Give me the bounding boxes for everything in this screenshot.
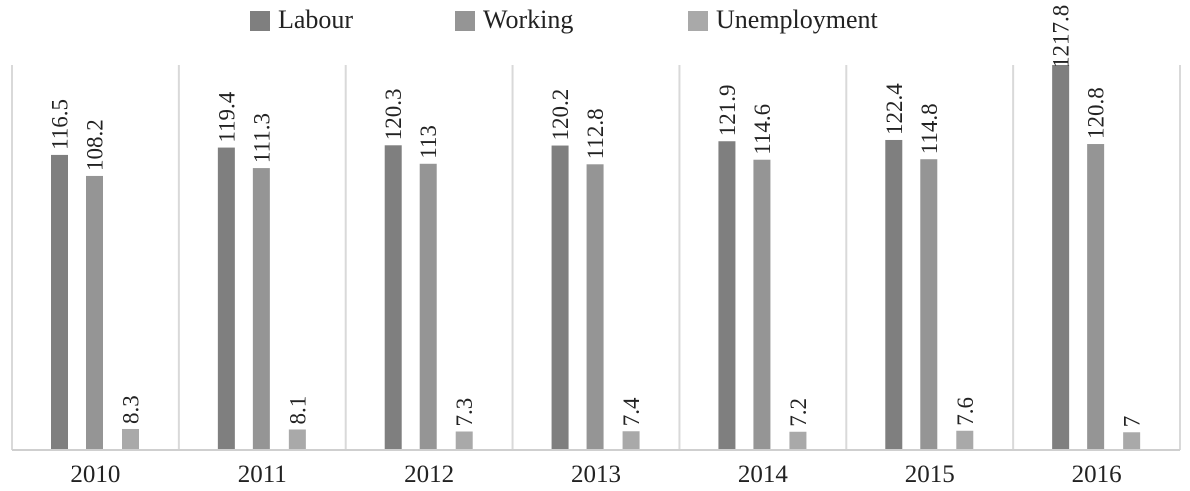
legend-label: Labour xyxy=(278,5,353,34)
bar xyxy=(86,175,103,450)
data-label: 7.6 xyxy=(953,397,978,426)
data-label: 7.4 xyxy=(619,397,644,426)
legend-swatch xyxy=(688,11,708,31)
bar xyxy=(885,139,903,450)
data-label: 7.2 xyxy=(786,398,811,427)
bar xyxy=(1052,65,1070,450)
data-label: 7.3 xyxy=(452,398,477,427)
legend-swatch xyxy=(455,11,475,31)
data-label: 119.4 xyxy=(214,91,239,142)
x-tick-label: 2014 xyxy=(738,461,789,488)
bar xyxy=(288,429,306,450)
legend-label: Working xyxy=(483,5,573,34)
bar xyxy=(455,431,473,450)
x-tick-label: 2012 xyxy=(404,461,454,488)
bar xyxy=(718,141,736,451)
bar xyxy=(122,428,139,450)
bars xyxy=(51,65,1141,451)
data-label: 120.8 xyxy=(1084,87,1109,139)
data-label: 8.3 xyxy=(119,395,144,424)
bar xyxy=(789,431,807,450)
data-label: 8.1 xyxy=(285,396,310,425)
x-tick-label: 2013 xyxy=(571,461,621,488)
data-label: 122.4 xyxy=(882,83,907,135)
data-label: 114.6 xyxy=(750,104,775,155)
bar xyxy=(1087,144,1105,451)
bar xyxy=(419,163,437,450)
bar xyxy=(252,168,270,451)
data-label: 111.3 xyxy=(249,113,274,163)
data-label: 1217.8 xyxy=(1049,5,1074,68)
bar xyxy=(217,147,235,450)
legend-swatch xyxy=(250,11,270,31)
data-label: 114.8 xyxy=(917,103,942,154)
bar xyxy=(551,145,569,450)
x-tick-label: 2010 xyxy=(70,461,120,488)
data-label: 113 xyxy=(416,125,441,159)
bar xyxy=(753,159,771,450)
data-label: 116.5 xyxy=(48,99,73,150)
bar xyxy=(1123,432,1141,450)
bar xyxy=(384,145,402,450)
separators xyxy=(11,65,1181,450)
data-label: 112.8 xyxy=(583,108,608,159)
bar xyxy=(51,154,68,450)
bar xyxy=(622,431,640,450)
x-tick-label: 2016 xyxy=(1072,461,1122,488)
data-label: 121.9 xyxy=(715,84,740,136)
bar xyxy=(956,430,974,450)
bar xyxy=(586,164,604,450)
data-label: 7 xyxy=(1120,416,1145,428)
x-tick-label: 2015 xyxy=(905,461,955,488)
data-label: 108.2 xyxy=(83,119,108,171)
x-tick-label: 2011 xyxy=(238,461,287,488)
legend-label: Unemployment xyxy=(716,5,879,34)
data-label: 120.3 xyxy=(381,89,406,141)
bar xyxy=(920,159,938,450)
data-label: 120.2 xyxy=(548,89,573,141)
